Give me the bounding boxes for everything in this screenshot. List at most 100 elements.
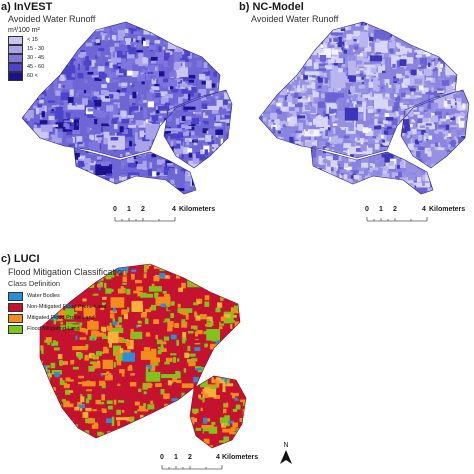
map-cell	[121, 187, 128, 194]
map-cell	[411, 89, 414, 95]
map-cell	[459, 182, 462, 189]
map-cell	[471, 108, 474, 115]
map-cell	[204, 189, 208, 194]
map-cell	[156, 159, 165, 165]
map-cell	[160, 341, 167, 345]
map-cell	[447, 156, 454, 159]
map-cell	[328, 38, 332, 42]
map-cell	[77, 442, 80, 446]
map-cell	[274, 66, 281, 71]
map-cell	[448, 155, 453, 163]
map-cell	[225, 81, 232, 88]
map-cell	[228, 198, 233, 204]
invest-legend-unit: m³/100 m²	[8, 27, 40, 34]
map-cell	[276, 23, 284, 31]
map-cell	[123, 147, 130, 151]
map-cell	[205, 50, 209, 57]
map-cell	[155, 92, 161, 98]
map-cell	[269, 174, 275, 181]
map-cell	[53, 30, 58, 36]
map-cell	[371, 167, 379, 171]
map-cell	[265, 88, 268, 96]
map-cell	[469, 113, 473, 120]
map-cell	[109, 322, 112, 327]
map-cell	[359, 53, 363, 58]
map-cell	[102, 408, 107, 414]
map-cell	[55, 337, 63, 342]
map-cell	[195, 113, 203, 117]
map-cell	[259, 137, 261, 145]
map-cell	[200, 185, 208, 192]
map-cell	[275, 197, 282, 202]
map-cell	[213, 187, 216, 194]
map-cell	[459, 171, 462, 176]
map-cell	[308, 192, 313, 194]
map-cell	[408, 113, 414, 117]
map-cell	[274, 40, 283, 44]
map-cell	[460, 157, 469, 172]
map-cell	[199, 397, 204, 400]
map-cell	[40, 391, 41, 394]
map-cell	[191, 277, 205, 285]
map-cell	[150, 363, 155, 372]
map-cell	[22, 103, 28, 106]
map-cell	[50, 110, 55, 114]
map-cell	[405, 94, 411, 98]
map-cell	[159, 91, 168, 97]
map-cell	[231, 392, 239, 397]
map-cell	[105, 275, 112, 280]
map-cell	[155, 334, 159, 340]
map-cell	[87, 108, 96, 112]
map-cell	[71, 432, 79, 439]
map-cell	[449, 39, 453, 43]
map-cell	[232, 422, 238, 428]
map-cell	[311, 185, 319, 192]
map-cell	[228, 80, 232, 87]
map-cell	[406, 135, 411, 138]
map-cell	[415, 139, 420, 145]
map-cell	[235, 341, 240, 345]
map-cell	[306, 88, 313, 94]
map-cell	[181, 115, 186, 122]
map-cell	[379, 167, 383, 174]
map-cell	[85, 56, 89, 71]
map-cell	[55, 128, 58, 144]
map-cell	[298, 196, 305, 198]
map-cell	[60, 92, 70, 101]
map-cell	[158, 281, 162, 284]
map-cell	[261, 85, 269, 89]
map-cell	[116, 358, 120, 363]
scale-ruler	[366, 217, 428, 222]
map-cell	[404, 70, 409, 75]
map-cell	[213, 28, 220, 36]
map-cell	[417, 50, 425, 55]
map-cell	[285, 192, 290, 194]
map-cell	[466, 32, 469, 36]
map-cell	[58, 191, 65, 194]
map-cell	[268, 48, 276, 52]
map-cell	[434, 177, 441, 183]
map-cell	[211, 34, 227, 49]
map-cell	[418, 83, 424, 91]
map-cell	[167, 136, 171, 143]
map-cell	[98, 196, 101, 198]
map-cell	[306, 111, 312, 114]
map-cell	[382, 142, 388, 145]
map-cell	[123, 69, 127, 77]
map-cell	[167, 437, 173, 441]
map-cell	[358, 92, 361, 99]
map-cell	[87, 190, 90, 193]
map-cell	[53, 59, 58, 65]
map-cell	[58, 147, 62, 150]
map-cell	[368, 22, 376, 33]
map-cell	[463, 111, 469, 116]
map-cell	[398, 75, 406, 78]
map-cell	[87, 182, 94, 188]
map-cell	[413, 112, 420, 115]
map-cell	[396, 60, 401, 68]
map-cell	[134, 443, 139, 447]
map-cell	[72, 192, 79, 194]
map-cell	[417, 30, 425, 40]
map-cell	[446, 33, 452, 36]
map-cell	[124, 38, 131, 45]
